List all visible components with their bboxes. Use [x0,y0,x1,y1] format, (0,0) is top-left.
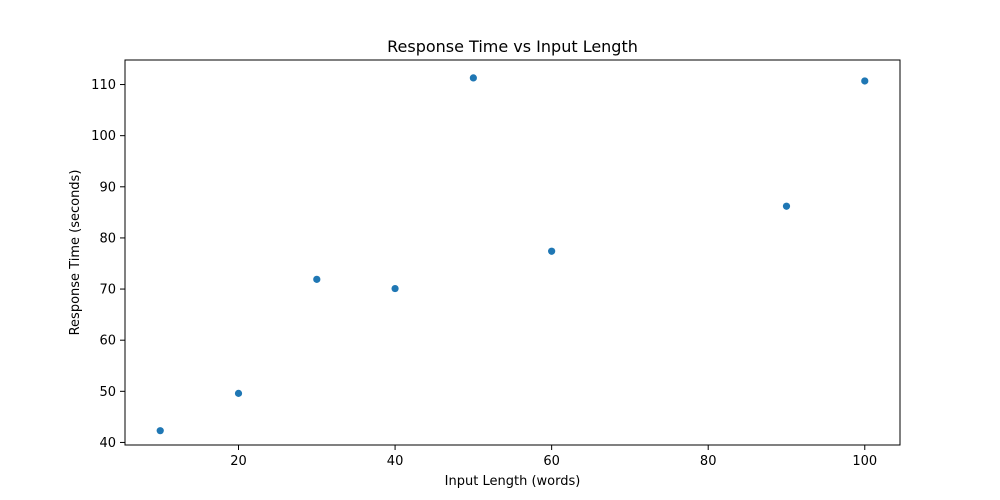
data-point [313,275,321,283]
y-tick-label: 50 [99,385,116,400]
x-axis-ticks: 20 40 60 80 100 [230,445,877,469]
x-tick-label: 80 [700,454,717,469]
x-tick-label: 20 [230,454,247,469]
x-axis-label: Input Length (words) [445,474,581,489]
y-tick-label: 60 [99,334,116,349]
data-point [391,284,399,293]
data-point [469,74,477,82]
data-point [861,77,869,85]
data-point [234,389,243,397]
data-point [548,247,556,255]
x-tick-label: 60 [543,454,560,469]
y-tick-label: 110 [91,78,116,93]
x-tick-label: 100 [852,454,877,469]
data-point [782,202,791,210]
y-tick-label: 90 [99,180,116,195]
scatter-points [156,74,869,435]
y-tick-label: 40 [99,436,116,451]
y-tick-label: 70 [99,283,116,298]
chart-title: Response Time vs Input Length [387,37,638,56]
y-axis-ticks: 40 50 60 70 80 90 100 110 [91,78,125,451]
y-axis-label: Response Time (seconds) [68,170,83,336]
x-tick-label: 40 [387,454,404,469]
y-tick-label: 100 [91,129,116,144]
plot-area [124,59,901,446]
y-tick-label: 80 [99,231,116,246]
data-point [156,427,164,435]
